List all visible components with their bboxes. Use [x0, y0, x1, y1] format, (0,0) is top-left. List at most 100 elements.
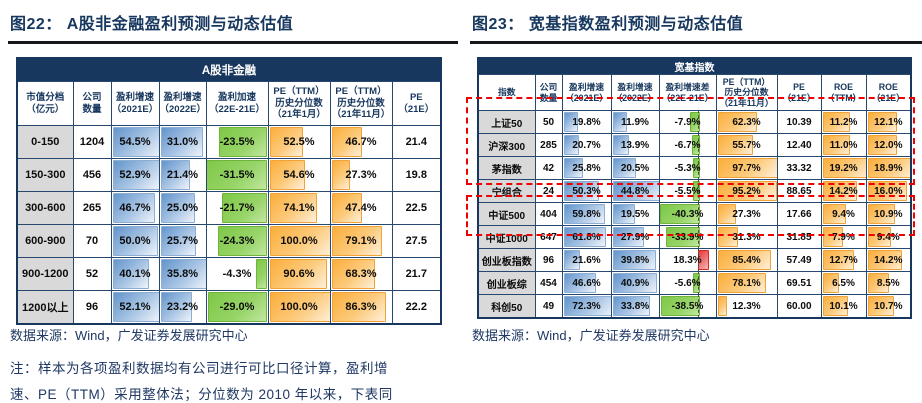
cell-value: 33.8% [620, 300, 650, 312]
cell-value: 47.4% [345, 202, 377, 214]
column-header: ROE （TTM） [820, 74, 867, 111]
value-cell: 72.3% [561, 294, 612, 319]
orange-data-bar [717, 135, 754, 155]
value-cell: 1204 [72, 125, 112, 159]
cell-value: 52.5% [283, 136, 315, 148]
value-cell: 14.2% [865, 248, 912, 272]
orange-data-bar [717, 158, 776, 178]
cell-value: -33.9% [671, 231, 704, 243]
value-cell: -40.3% [658, 202, 717, 226]
cell-value: 62.3% [732, 116, 761, 128]
value-cell: -29.0% [205, 290, 269, 325]
table-row: 150-300 456 52.9% 21.4% -31.5% 54.6% 27.3% 19.8 [16, 158, 442, 192]
cell-value: -4.3% [222, 268, 252, 280]
value-cell: 90.6% [267, 257, 331, 291]
value-cell: 55.7% [715, 133, 778, 157]
value-cell: 12.0% [865, 133, 912, 157]
cell-value: 22.5 [405, 202, 427, 214]
value-cell: 6.5% [820, 271, 867, 295]
value-cell: 20.7% [561, 133, 612, 157]
cell-value: 13.9% [620, 139, 650, 151]
value-cell: 27.3% [715, 202, 778, 226]
cell-value: 10.39 [786, 116, 812, 128]
value-cell: 31.0% [158, 125, 207, 159]
table-row: 300-600 265 46.7% 25.0% -21.7% 74.1% 47.4% 22.5 [16, 191, 442, 225]
table-row: 1200以上 96 52.1% 23.2% -29.0% 100.0% 86.3% 22.2 [16, 290, 442, 325]
value-cell: 78.1% [715, 271, 778, 295]
column-header: 盈利增速 （2022E） [158, 81, 207, 126]
column-header: 盈利增速 （2021E） [110, 81, 160, 126]
value-cell: 9.4% [820, 202, 867, 226]
value-cell: 19.2% [820, 156, 867, 180]
value-cell: 95.2% [715, 179, 778, 203]
blue-data-bar [612, 112, 628, 132]
cell-value: 57.49 [786, 254, 812, 266]
cell-value: 74.1% [283, 202, 315, 214]
cell-value: 11.0% [829, 139, 858, 151]
blue-data-bar [112, 292, 158, 322]
zero-axis-line [698, 295, 700, 318]
cell-value: 40.1% [119, 268, 151, 280]
value-cell: 7.9% [820, 225, 867, 249]
value-cell: 96 [534, 248, 563, 272]
value-cell: 11.9% [610, 110, 660, 134]
cell-value: 97.7% [732, 162, 761, 174]
cell-value: 44.8% [620, 185, 650, 197]
orange-data-bar [717, 273, 767, 293]
cell-value: -23.5% [219, 136, 255, 148]
row-label-cell: 900-1200 [16, 257, 74, 291]
cell-value: 46.7% [345, 136, 377, 148]
table-band-row: A股非金融 [16, 57, 442, 82]
cell-value: 31.0% [166, 136, 199, 148]
blue-data-bar [112, 226, 158, 256]
value-cell: 50 [534, 110, 563, 134]
cell-value: 50.0% [119, 235, 151, 247]
cell-value: 10.7% [874, 300, 903, 312]
blue-data-bar [612, 250, 657, 270]
broad-index-table: 宽基指数 指数 公司 数量 盈利增速 （2021E） 盈利增速 （2022E） 盈利增速差 （22… [477, 57, 913, 319]
column-header: 公司 数量 [534, 74, 563, 111]
table-row: 中证1000 647 61.8% 27.9% -33.9% 31.3% 31.85 7.9% 9… [477, 225, 912, 249]
value-cell: 50.0% [110, 224, 160, 258]
value-cell: 70 [72, 224, 112, 258]
cell-value: 25.7% [166, 235, 199, 247]
orange-data-bar [331, 292, 386, 322]
cell-value: 创业板指数 [481, 256, 532, 268]
orange-data-bar [867, 227, 892, 247]
value-cell: 59.8% [561, 202, 612, 226]
column-header: 公司 数量 [72, 81, 112, 126]
cell-value: 14.2% [874, 254, 903, 266]
orange-data-bar [867, 112, 898, 132]
column-header: ROE （21E） [865, 74, 912, 111]
cell-value: 150-300 [25, 169, 66, 181]
orange-data-bar [717, 296, 727, 316]
green-data-bar [217, 226, 267, 256]
value-cell: 18.9% [865, 156, 912, 180]
value-cell: 46.7% [110, 191, 160, 225]
zero-axis-line [698, 203, 700, 225]
green-data-bar [255, 259, 267, 289]
cell-value: 17.66 [786, 208, 812, 220]
row-label-cell: 茅指数 [477, 156, 536, 180]
value-cell: 40.1% [110, 257, 160, 291]
orange-data-bar [822, 296, 848, 316]
column-header: 盈利增速 （2021E） [561, 74, 612, 111]
value-cell: 10.1% [820, 294, 867, 319]
cell-value: 33.32 [786, 162, 812, 174]
cell-value: 23.2% [166, 301, 199, 313]
cell-value: 454 [540, 277, 557, 289]
value-cell: 21.6% [561, 248, 612, 272]
zero-axis-line [698, 134, 700, 156]
cell-value: 14.2% [829, 185, 858, 197]
cell-value: 96 [85, 301, 99, 313]
cell-value: 19.8% [572, 116, 601, 128]
value-cell: -33.9% [658, 225, 717, 249]
zero-axis-line [698, 249, 700, 271]
value-cell: 12.3% [715, 294, 778, 319]
value-cell: 27.9% [610, 225, 660, 249]
table-row: 600-900 70 50.0% 25.7% -24.3% 100.0% 79.1% 27.5 [16, 224, 442, 258]
value-cell: 62.3% [715, 110, 778, 134]
row-label-cell: 创业板指数 [477, 248, 536, 272]
cell-value: 456 [82, 169, 102, 181]
value-cell: 40.9% [610, 271, 660, 295]
